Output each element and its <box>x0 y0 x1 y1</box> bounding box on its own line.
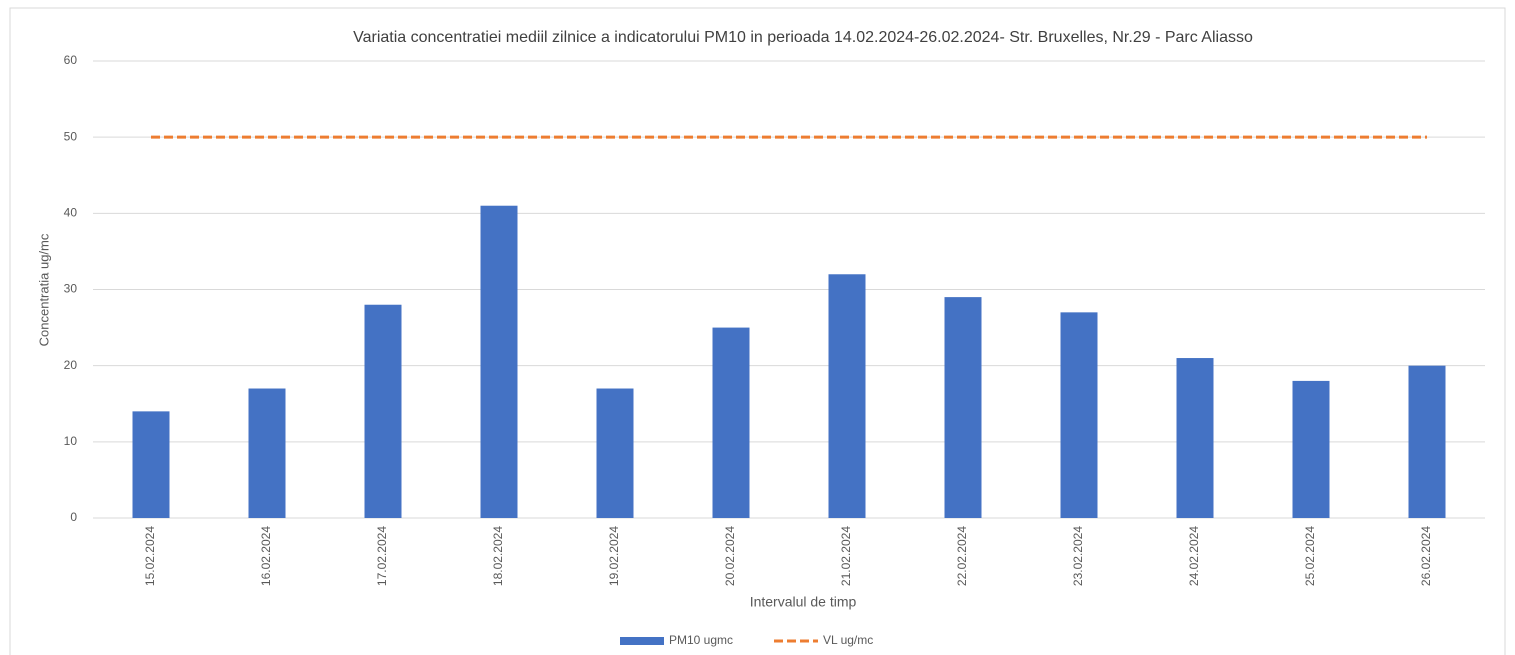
bar <box>944 297 982 518</box>
x-tick-label: 26.02.2024 <box>1419 526 1433 586</box>
bar <box>248 388 286 518</box>
x-tick-label: 24.02.2024 <box>1187 526 1201 586</box>
x-axis-title: Intervalul de timp <box>750 594 857 610</box>
y-tick-label: 40 <box>64 206 78 220</box>
bar <box>1292 380 1330 518</box>
bar <box>1060 312 1098 518</box>
y-axis-title: Concentratia ug/mc <box>36 233 51 346</box>
legend-label: PM10 ugmc <box>669 633 733 647</box>
x-tick-label: 22.02.2024 <box>955 526 969 586</box>
x-tick-label: 23.02.2024 <box>1071 526 1085 586</box>
chart-title: Variatia concentratiei mediil zilnice a … <box>353 29 1253 46</box>
legend-swatch <box>620 637 664 645</box>
bar <box>712 327 750 518</box>
x-tick-label: 19.02.2024 <box>607 526 621 586</box>
y-tick-label: 50 <box>64 129 78 143</box>
x-tick-label: 15.02.2024 <box>143 526 157 586</box>
y-tick-label: 60 <box>64 53 78 67</box>
bar <box>480 205 518 518</box>
bar <box>1176 358 1214 518</box>
bar <box>828 274 866 518</box>
legend-label: VL ug/mc <box>823 633 873 647</box>
x-tick-label: 16.02.2024 <box>259 526 273 586</box>
x-tick-label: 20.02.2024 <box>723 526 737 586</box>
y-tick-label: 30 <box>64 282 78 296</box>
bar <box>596 388 634 518</box>
bar <box>364 304 402 518</box>
y-tick-label: 20 <box>64 358 78 372</box>
bar <box>1408 365 1446 518</box>
bar <box>132 411 170 518</box>
x-tick-label: 21.02.2024 <box>839 526 853 586</box>
x-tick-label: 25.02.2024 <box>1303 526 1317 586</box>
y-tick-label: 10 <box>64 434 78 448</box>
x-tick-label: 17.02.2024 <box>375 526 389 586</box>
y-tick-label: 0 <box>70 510 77 524</box>
x-tick-label: 18.02.2024 <box>491 526 505 586</box>
chart-frame <box>9 7 1506 655</box>
